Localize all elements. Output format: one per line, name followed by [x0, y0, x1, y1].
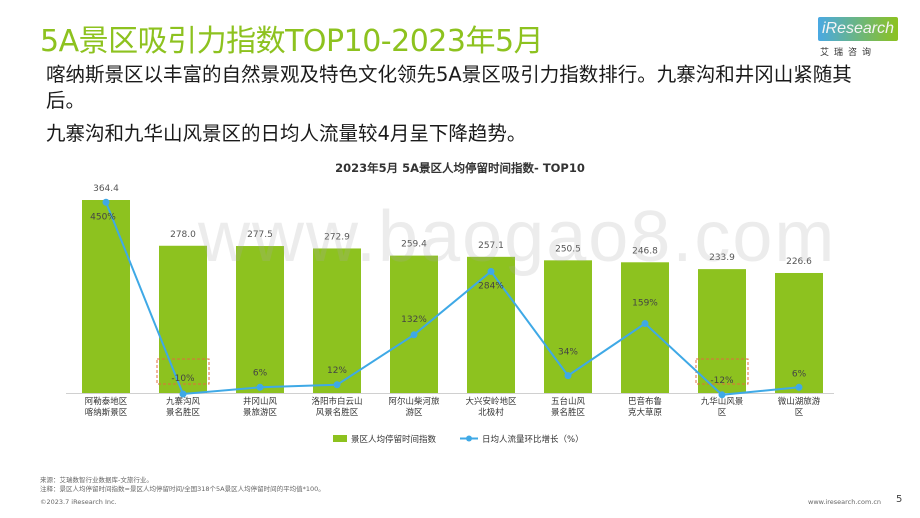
x-tick-label: 景旅游区	[243, 407, 278, 418]
growth-point	[487, 267, 495, 275]
bar	[698, 269, 746, 393]
x-tick-label: 区	[795, 408, 804, 418]
bar-value-label: 278.0	[170, 230, 196, 240]
growth-point	[641, 320, 649, 328]
summary-text: 喀纳斯景区以丰富的自然景观及特色文化领先5A景区吸引力指数排行。九寨沟和井冈山紧…	[46, 62, 876, 147]
x-tick-label: 阿勒泰地区	[85, 396, 128, 407]
summary-paragraph-2: 九寨沟和九华山风景区的日均人流量较4月呈下降趋势。	[46, 122, 527, 145]
chart-title: 2023年5月 5A景区人均停留时间指数- TOP10	[335, 161, 585, 175]
growth-line	[105, 201, 800, 396]
x-tick-label: 游区	[405, 407, 423, 418]
legend-line-marker	[466, 435, 472, 442]
bar-value-label: 226.6	[786, 257, 812, 267]
growth-point	[179, 390, 187, 398]
growth-value-label: 284%	[478, 281, 504, 291]
summary-paragraph-1: 喀纳斯景区以丰富的自然景观及特色文化领先5A景区吸引力指数排行。九寨沟和井冈山紧…	[46, 63, 852, 112]
bar-value-label: 250.5	[555, 244, 581, 254]
bar-value-label: 277.5	[247, 230, 273, 240]
growth-value-label: 450%	[90, 212, 116, 222]
bar	[621, 262, 669, 393]
copyright: ©2023.7 iResearch Inc.	[40, 498, 117, 506]
growth-value-label: -10%	[171, 374, 195, 384]
growth-value-label: 6%	[253, 368, 268, 378]
growth-point	[333, 381, 341, 389]
iresearch-logo: iResearch 艾瑞咨询	[816, 17, 899, 61]
x-tick-label: 九寨沟风	[166, 396, 201, 407]
logo-wordmark: iResearch	[818, 17, 899, 41]
growth-value-label: 12%	[327, 366, 347, 376]
x-tick-label: 风景名胜区	[316, 407, 359, 418]
website-link[interactable]: www.iresearch.com.cn	[808, 498, 882, 506]
bar	[313, 248, 361, 393]
bar	[82, 200, 130, 393]
bar	[775, 272, 823, 393]
x-tick-label: 巴音布鲁	[628, 396, 662, 407]
x-tick-label: 井冈山风	[243, 396, 278, 407]
x-tick-label: 阿尔山柴河旅	[388, 396, 440, 407]
page-number: 5	[896, 494, 903, 505]
legend-bar-label: 景区人均停留时间指数	[351, 434, 437, 445]
x-tick-label: 九华山风景	[701, 396, 744, 407]
growth-value-label: -12%	[710, 376, 734, 386]
growth-point	[564, 372, 572, 380]
x-tick-label: 喀纳斯景区	[85, 407, 128, 418]
bar-value-label: 364.4	[93, 184, 119, 194]
growth-value-label: 159%	[632, 299, 658, 309]
x-tick-label: 克大草原	[628, 407, 662, 418]
growth-value-label: 6%	[792, 369, 807, 379]
growth-point	[718, 391, 726, 399]
bar	[467, 256, 515, 393]
bar-value-label: 272.9	[324, 232, 350, 242]
x-tick-label: 五台山风	[551, 396, 586, 407]
x-tick-label: 北极村	[478, 407, 504, 418]
bar	[544, 260, 592, 393]
growth-point	[410, 331, 418, 339]
bar	[236, 246, 284, 393]
x-tick-label: 洛阳市白云山	[311, 396, 362, 407]
bar	[159, 245, 207, 393]
highlight-box	[156, 358, 210, 385]
growth-point	[102, 198, 110, 206]
growth-point	[795, 383, 803, 391]
growth-value-label: 132%	[401, 315, 427, 325]
bar	[390, 255, 438, 393]
legend-bar-swatch	[333, 435, 347, 442]
x-tick-label: 区	[718, 408, 727, 418]
x-tick-label: 大兴安岭地区	[465, 396, 517, 407]
source-note: 来源：艾瑞数智行业数据库-文旅行业。	[40, 476, 153, 484]
bar-value-label: 259.4	[401, 240, 427, 250]
x-tick-label: 微山湖旅游	[778, 396, 821, 407]
bar-value-label: 233.9	[709, 253, 735, 263]
bar-value-label: 246.8	[632, 246, 658, 256]
growth-value-label: 34%	[558, 348, 578, 358]
bar-value-label: 257.1	[478, 241, 504, 251]
definition-note: 注释：景区人均停留时间指数=景区人均停留时间/全国318个5A景区人均停留时间的…	[40, 485, 325, 493]
x-tick-label: 景名胜区	[551, 407, 586, 418]
x-tick-label: 景名胜区	[166, 407, 201, 418]
page-title: 5A景区吸引力指数TOP10-2023年5月	[40, 24, 544, 59]
legend-line-label: 日均人流量环比增长（%）	[482, 434, 584, 445]
logo-subtitle: 艾瑞咨询	[820, 48, 877, 58]
source-notes: 来源：艾瑞数智行业数据库-文旅行业。 注释：景区人均停留时间指数=景区人均停留时…	[40, 476, 325, 494]
growth-point	[256, 383, 264, 391]
